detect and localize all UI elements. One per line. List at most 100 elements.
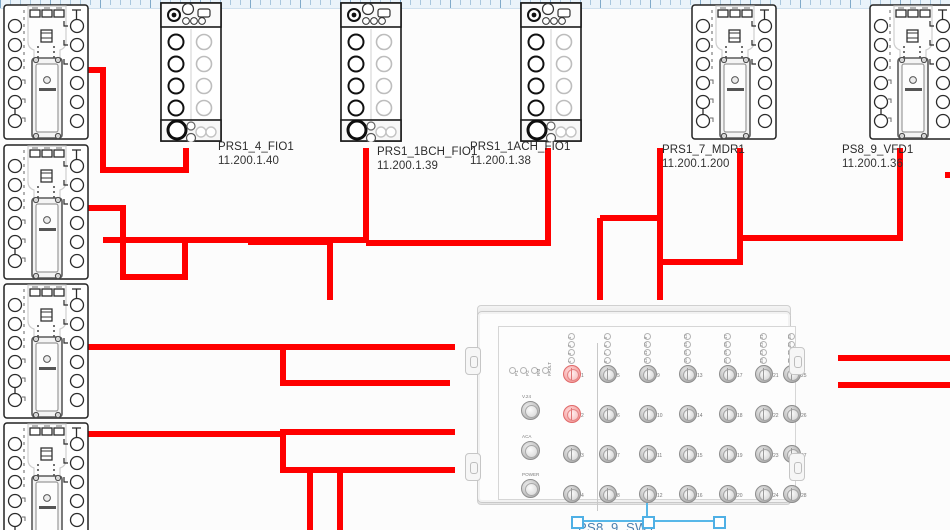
- left-panel-2[interactable]: [2, 142, 90, 282]
- device-ip-text: 11.200.1.39: [377, 160, 438, 172]
- port-led-18: [724, 341, 731, 348]
- switch-port-3[interactable]: [563, 445, 581, 463]
- selection-handle-right[interactable]: [713, 516, 726, 529]
- device-fio-40[interactable]: [160, 2, 222, 142]
- status-led-p2: [520, 367, 527, 374]
- switch-port-15[interactable]: [679, 445, 697, 463]
- status-led-p1: [509, 367, 516, 374]
- ruler-tick: [650, 0, 651, 8]
- port-led-17: [724, 333, 731, 340]
- ruler-tick: [440, 0, 441, 5]
- switch-port-number-24: 24: [773, 493, 779, 499]
- switch-port-10[interactable]: [639, 405, 657, 423]
- device-ip-text: 11.200.1.40: [218, 155, 279, 167]
- device-mdr-200[interactable]: [690, 2, 778, 142]
- ruler-tick: [460, 0, 461, 5]
- switch-port-13[interactable]: [679, 365, 697, 383]
- ruler-tick: [500, 0, 501, 8]
- device-fio-39[interactable]: [340, 2, 402, 142]
- switch-port-number-7: 7: [617, 453, 620, 459]
- connector-v24[interactable]: [521, 401, 540, 420]
- port-led-label-1: 1: [567, 336, 572, 339]
- left-panel-4[interactable]: [2, 420, 90, 530]
- switch-port-8[interactable]: [599, 485, 617, 503]
- switch-port-number-6: 6: [617, 413, 620, 419]
- selection-handle-left[interactable]: [571, 516, 584, 529]
- ruler-tick: [740, 0, 741, 5]
- port-led-label-23: 23: [759, 350, 764, 355]
- switch-port-number-25: 25: [801, 373, 807, 379]
- device-label-fio-39[interactable]: PRS1_1BCH_FIO1 11.200.1.39: [377, 145, 477, 173]
- ruler-tick: [940, 0, 941, 5]
- switch-port-21[interactable]: [755, 365, 773, 383]
- device-fio-38[interactable]: [520, 2, 582, 142]
- switch-body[interactable]: P1 P2 RM FAULT V.24 ACA POWER 1 2 3 4 1 2 3 4 5 6 7 8 5 6 7 8 9…: [477, 311, 807, 511]
- switch-port-18[interactable]: [719, 405, 737, 423]
- left-panel-3[interactable]: [2, 281, 90, 421]
- switch-port-1[interactable]: [563, 365, 581, 383]
- device-vfd-36[interactable]: [868, 2, 950, 142]
- ruler-tick: [240, 0, 241, 5]
- connector-label-aca: ACA: [522, 434, 532, 439]
- switch-port-4[interactable]: [563, 485, 581, 503]
- port-led-label-8: 8: [603, 360, 608, 363]
- port-led-label-15: 15: [683, 350, 688, 355]
- switch-port-2[interactable]: [563, 405, 581, 423]
- switch-port-28[interactable]: [783, 485, 801, 503]
- ruler-tick: [670, 0, 671, 5]
- switch-port-6[interactable]: [599, 405, 617, 423]
- ruler-tick: [800, 0, 801, 8]
- selection-stem: [646, 503, 648, 520]
- port-led-15: [684, 349, 691, 356]
- device-label-mdr-200[interactable]: PRS1_7_MDR1 11.200.1.200: [662, 143, 745, 171]
- ruler-tick: [280, 0, 281, 5]
- switch-port-17[interactable]: [719, 365, 737, 383]
- device-label-vfd-36[interactable]: PS8_9_VFD1 11.200.1.36: [842, 143, 913, 171]
- ruler-tick: [590, 0, 591, 5]
- ruler-tick: [120, 0, 121, 5]
- left-panel-1[interactable]: [2, 2, 90, 142]
- switch-port-11[interactable]: [639, 445, 657, 463]
- switch-port-19[interactable]: [719, 445, 737, 463]
- ethernet-switch[interactable]: P1 P2 RM FAULT V.24 ACA POWER 1 2 3 4 1 2 3 4 5 6 7 8 5 6 7 8 9…: [465, 305, 807, 511]
- switch-port-20[interactable]: [719, 485, 737, 503]
- ruler-tick: [40, 0, 41, 5]
- ruler-tick: [450, 0, 451, 8]
- switch-port-number-2: 2: [581, 413, 584, 419]
- switch-port-24[interactable]: [755, 485, 773, 503]
- port-led-4: [568, 357, 575, 364]
- device-label-fio-40[interactable]: PRS1_4_FIO1 11.200.1.40: [218, 140, 294, 168]
- switch-port-26[interactable]: [783, 405, 801, 423]
- switch-port-16[interactable]: [679, 485, 697, 503]
- connector-aca[interactable]: [521, 441, 540, 460]
- ruler-tick: [140, 0, 141, 5]
- device-name-text: PRS1_4_FIO1: [218, 141, 294, 153]
- ruler-tick: [880, 0, 881, 5]
- selection-handles[interactable]: [571, 503, 726, 530]
- port-led-23: [760, 349, 767, 356]
- switch-port-23[interactable]: [755, 445, 773, 463]
- device-label-fio-38[interactable]: PRS1_1ACH_FIO1 11.200.1.38: [470, 140, 570, 168]
- selection-handle-center[interactable]: [642, 516, 655, 529]
- ruler-tick: [10, 0, 11, 5]
- ruler-tick: [680, 0, 681, 5]
- ruler-tick: [760, 0, 761, 5]
- port-led-9: [644, 333, 651, 340]
- ruler-tick: [600, 0, 601, 8]
- switch-port-9[interactable]: [639, 365, 657, 383]
- switch-port-number-21: 21: [773, 373, 779, 379]
- switch-port-7[interactable]: [599, 445, 617, 463]
- switch-port-5[interactable]: [599, 365, 617, 383]
- ruler-tick: [850, 0, 851, 8]
- ruler-tick: [910, 0, 911, 5]
- port-led-label-12: 12: [643, 358, 648, 363]
- connector-power[interactable]: [521, 479, 540, 498]
- switch-port-number-16: 16: [697, 493, 703, 499]
- switch-port-number-20: 20: [737, 493, 743, 499]
- switch-port-12[interactable]: [639, 485, 657, 503]
- switch-port-22[interactable]: [755, 405, 773, 423]
- port-led-8: [604, 357, 611, 364]
- switch-port-14[interactable]: [679, 405, 697, 423]
